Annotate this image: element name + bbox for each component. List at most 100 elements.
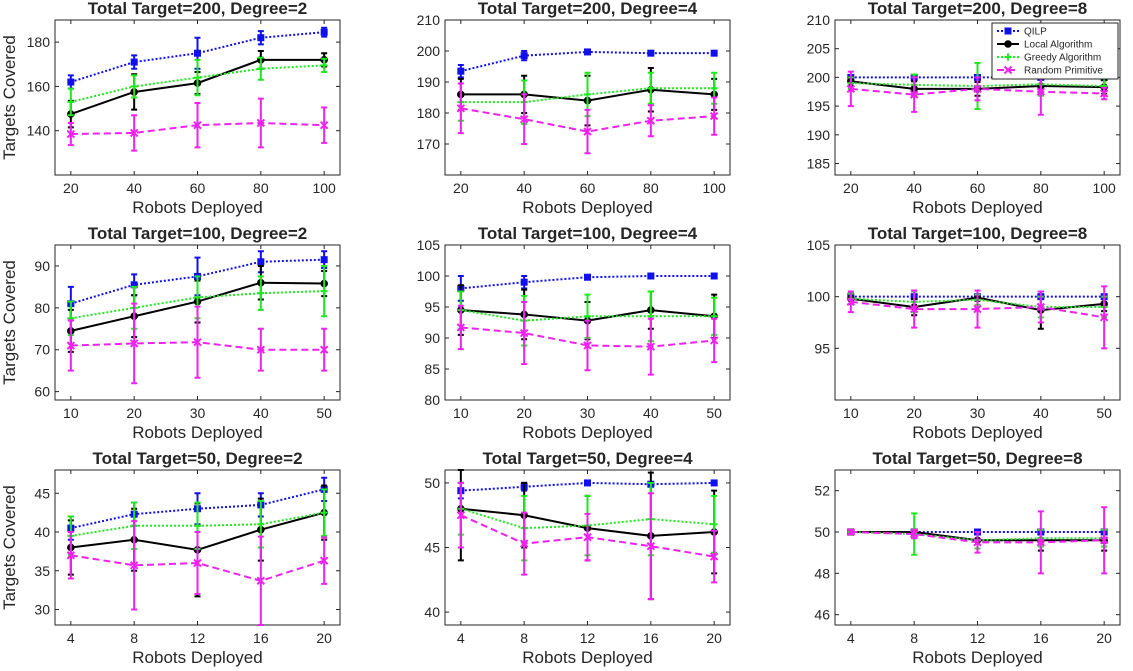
series-random (846, 67, 1109, 116)
x-tick-label: 40 (253, 405, 269, 421)
data-point (66, 341, 76, 350)
y-tick-label: 46 (814, 607, 830, 623)
legend-marker (1003, 65, 1013, 75)
data-point (1036, 87, 1046, 96)
data-point (709, 336, 719, 345)
data-point (457, 67, 465, 75)
series-random (456, 82, 719, 155)
data-point (709, 111, 719, 121)
data-point (67, 98, 75, 106)
x-tick-label: 12 (970, 630, 986, 646)
data-point (584, 479, 591, 487)
y-tick-label: 45 (34, 485, 50, 501)
y-tick-label: 100 (807, 289, 831, 305)
chart-panel-3: 185 190 195 200 205 210 20 40 60 80 100 Total Targe… (807, 0, 1121, 217)
x-tick-label: 10 (453, 405, 469, 421)
x-tick-label: 40 (1033, 405, 1049, 421)
series-random (846, 285, 1109, 350)
series-greedy (67, 56, 328, 117)
x-tick-label: 4 (847, 630, 855, 646)
data-point (709, 552, 719, 561)
series-line (460, 326, 715, 348)
chart-title: Total Target=200, Degree=8 (868, 0, 1088, 18)
x-tick-label: 10 (63, 405, 79, 421)
chart-panel-4: 60 70 80 90 10 20 30 40 50 Total Target=100, Degr… (0, 224, 341, 442)
data-point (256, 118, 266, 128)
y-tick-label: 90 (34, 258, 50, 274)
y-tick-label: 90 (424, 330, 440, 346)
data-point (456, 104, 466, 113)
data-point (319, 556, 329, 565)
x-tick-label: 30 (970, 405, 986, 421)
y-tick-label: 52 (814, 483, 830, 499)
data-point (973, 304, 982, 314)
y-tick-label: 70 (34, 342, 50, 358)
data-point (647, 49, 655, 57)
chart-panel-7: 30 35 40 45 4 8 12 16 20 Total Target=50, Degree=… (0, 449, 341, 667)
x-tick-label: 30 (190, 405, 206, 421)
data-point (256, 345, 266, 354)
x-tick-label: 20 (316, 630, 332, 646)
chart-panel-6: 95 100 105 10 20 30 40 50 Total Target=100, Degr… (807, 224, 1121, 442)
x-tick-label: 60 (970, 180, 986, 196)
x-tick-label: 100 (312, 180, 336, 196)
y-tick-label: 205 (807, 41, 831, 57)
chart-panel-8: 40 45 50 4 8 12 16 20 Total Target=50, Degree=4 R… (424, 449, 731, 667)
series-line (70, 31, 325, 83)
data-point (520, 52, 528, 60)
y-tick-label: 80 (34, 300, 50, 316)
x-axis-label: Robots Deployed (132, 648, 262, 667)
x-tick-label: 30 (580, 405, 596, 421)
data-point (320, 287, 328, 295)
chart-title: Total Target=200, Degree=4 (478, 0, 698, 18)
data-point (456, 511, 466, 520)
x-tick-label: 8 (910, 630, 918, 646)
x-tick-label: 80 (1033, 180, 1049, 196)
y-tick-label: 48 (814, 565, 830, 581)
x-tick-label: 20 (843, 180, 859, 196)
y-axis-label: Targets Covered (0, 35, 19, 160)
data-point (1036, 538, 1046, 547)
x-tick-label: 12 (190, 630, 206, 646)
chart-title: Total Target=50, Degree=2 (92, 449, 302, 468)
data-point (584, 90, 591, 98)
data-point (520, 278, 528, 286)
y-tick-label: 85 (424, 361, 440, 377)
data-point (319, 345, 329, 354)
data-point (710, 272, 718, 280)
x-tick-label: 20 (1096, 630, 1112, 646)
series-random (66, 302, 329, 385)
x-tick-label: 100 (702, 180, 726, 196)
data-point (320, 61, 328, 69)
data-point (584, 48, 591, 56)
data-point (194, 74, 201, 82)
y-tick-label: 45 (424, 540, 440, 556)
y-tick-label: 60 (34, 384, 50, 400)
data-point (646, 116, 656, 125)
legend-label: Local Algorithm (1024, 40, 1092, 51)
y-tick-label: 50 (424, 475, 440, 491)
data-point (647, 272, 655, 280)
data-point (320, 28, 328, 36)
y-tick-label: 210 (417, 12, 441, 28)
y-tick-label: 40 (424, 604, 440, 620)
x-tick-label: 40 (906, 180, 922, 196)
x-tick-label: 12 (580, 630, 596, 646)
data-point (519, 114, 529, 124)
data-point (66, 129, 76, 139)
data-point (710, 479, 718, 487)
data-point (710, 520, 718, 528)
x-axis-label: Robots Deployed (522, 423, 652, 442)
x-tick-label: 40 (126, 180, 142, 196)
data-point (256, 576, 266, 586)
y-tick-label: 140 (27, 123, 51, 139)
data-point (193, 558, 202, 568)
legend-marker (1004, 53, 1012, 61)
series-random (456, 481, 719, 601)
x-tick-label: 10 (843, 405, 859, 421)
data-point (257, 289, 265, 297)
x-tick-label: 16 (1033, 630, 1049, 646)
x-axis-label: Robots Deployed (132, 198, 262, 217)
data-point (257, 258, 265, 266)
